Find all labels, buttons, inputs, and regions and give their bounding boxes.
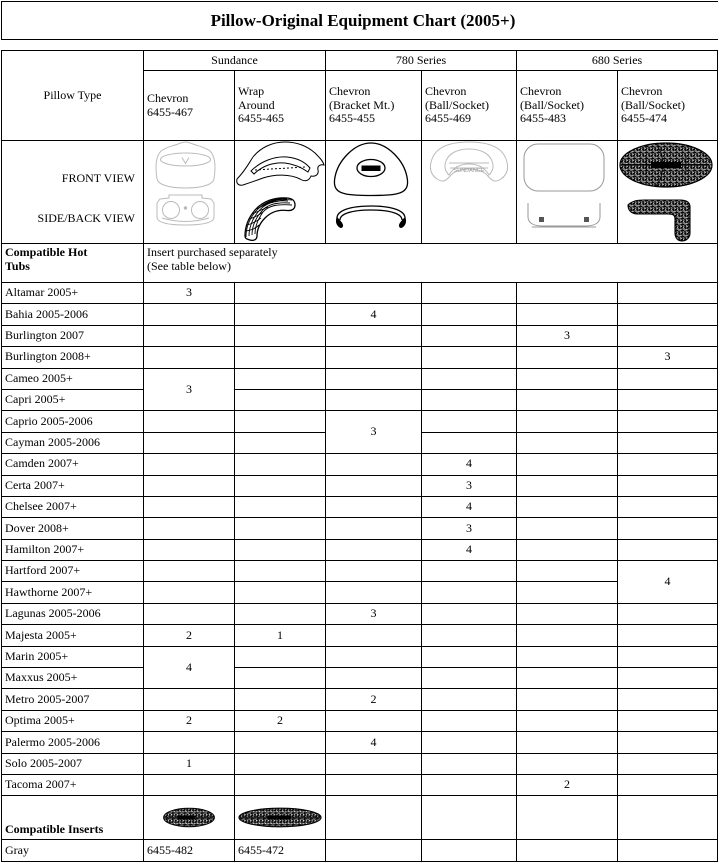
svg-text:SUNDANCE: SUNDANCE [454,168,485,174]
